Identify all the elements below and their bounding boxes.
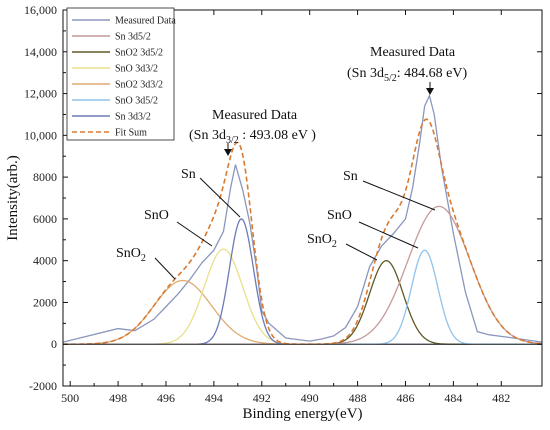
left-peak-arrowhead bbox=[224, 149, 232, 156]
pointer-sno-right bbox=[358, 221, 419, 249]
legend: Measured Data Sn 3d5/2 SnO2 3d5/2 SnO 3d3/2… bbox=[66, 7, 176, 141]
right-peak-title: Measured Data bbox=[370, 45, 456, 60]
left-peak-value-suffix: : 493.08 eV ) bbox=[239, 128, 316, 143]
left-peak-value: (Sn 3d3/2 : 493.08 eV ) bbox=[189, 128, 316, 146]
legend-box bbox=[66, 7, 175, 141]
legend-label: SnO2 3d5/2 bbox=[115, 48, 163, 59]
label-sno2-left: SnO2 bbox=[116, 246, 146, 264]
axes-group: 500 498 496 494 492 490 488 486 484 482 -2000 0 2000… bbox=[5, 3, 543, 422]
pointer-sno2-right bbox=[345, 243, 378, 261]
y-tick-label: -2000 bbox=[29, 379, 57, 393]
right-peak-value-sub: 5/2 bbox=[384, 73, 397, 84]
legend-label: Sn 3d3/2 bbox=[115, 112, 151, 123]
left-peak-value-sub: 3/2 bbox=[226, 135, 239, 146]
x-tick-label: 496 bbox=[157, 391, 175, 405]
x-axis-title: Binding energy(eV) bbox=[242, 406, 362, 422]
label-sno-right: SnO bbox=[327, 208, 352, 223]
y-tick-label: 6000 bbox=[33, 212, 57, 226]
y-tick-label: 0 bbox=[51, 337, 57, 351]
legend-label: Fit Sum bbox=[115, 128, 147, 139]
x-tick-label: 490 bbox=[301, 391, 319, 405]
pointer-sno-left bbox=[176, 221, 213, 247]
label-sno-left: SnO bbox=[144, 208, 169, 223]
legend-label: SnO 3d3/2 bbox=[115, 64, 158, 75]
y-tick-label: 12,000 bbox=[24, 87, 57, 101]
y-tick-label: 10,000 bbox=[24, 128, 57, 142]
legend-label: SnO2 3d3/2 bbox=[115, 80, 163, 91]
y-axis-title: Intensity(arb.) bbox=[5, 155, 21, 240]
x-tick-label: 500 bbox=[61, 391, 79, 405]
legend-label: Measured Data bbox=[115, 16, 176, 27]
label-sn-right: Sn bbox=[343, 169, 358, 184]
pointer-sn-right bbox=[362, 180, 436, 211]
label-sno2-right: SnO2 bbox=[307, 232, 337, 250]
x-tick-label: 498 bbox=[109, 391, 127, 405]
x-tick-label: 486 bbox=[396, 391, 414, 405]
series-measured-data bbox=[63, 93, 542, 343]
x-tick-label: 482 bbox=[492, 391, 510, 405]
y-tick-label: 16,000 bbox=[24, 3, 57, 17]
x-tick-label: 484 bbox=[444, 391, 462, 405]
right-peak-value-suffix: : 484.68 eV) bbox=[397, 66, 468, 81]
pointer-sno2-left bbox=[154, 257, 176, 280]
right-peak-arrowhead bbox=[426, 88, 434, 95]
x-tick-label: 488 bbox=[349, 391, 367, 405]
x-tick-label: 492 bbox=[253, 391, 271, 405]
y-tick-label: 2000 bbox=[33, 295, 57, 309]
legend-label: Sn 3d5/2 bbox=[115, 32, 151, 43]
annotations-group: Measured Data (Sn 3d5/2: 484.68 eV) Meas… bbox=[116, 45, 467, 280]
legend-label: SnO 3d5/2 bbox=[115, 96, 158, 107]
right-peak-value: (Sn 3d5/2: 484.68 eV) bbox=[347, 66, 467, 84]
x-tick-label: 494 bbox=[205, 391, 223, 405]
y-tick-label: 14,000 bbox=[24, 45, 57, 59]
left-peak-title: Measured Data bbox=[212, 108, 298, 123]
right-peak-value-prefix: (Sn 3d bbox=[347, 66, 384, 81]
pointer-sn-left bbox=[199, 177, 241, 218]
y-tick-label: 8000 bbox=[33, 170, 57, 184]
y-tick-label: 4000 bbox=[33, 254, 57, 268]
label-sn-left: Sn bbox=[181, 167, 196, 182]
left-peak-value-prefix: (Sn 3d bbox=[189, 128, 226, 143]
